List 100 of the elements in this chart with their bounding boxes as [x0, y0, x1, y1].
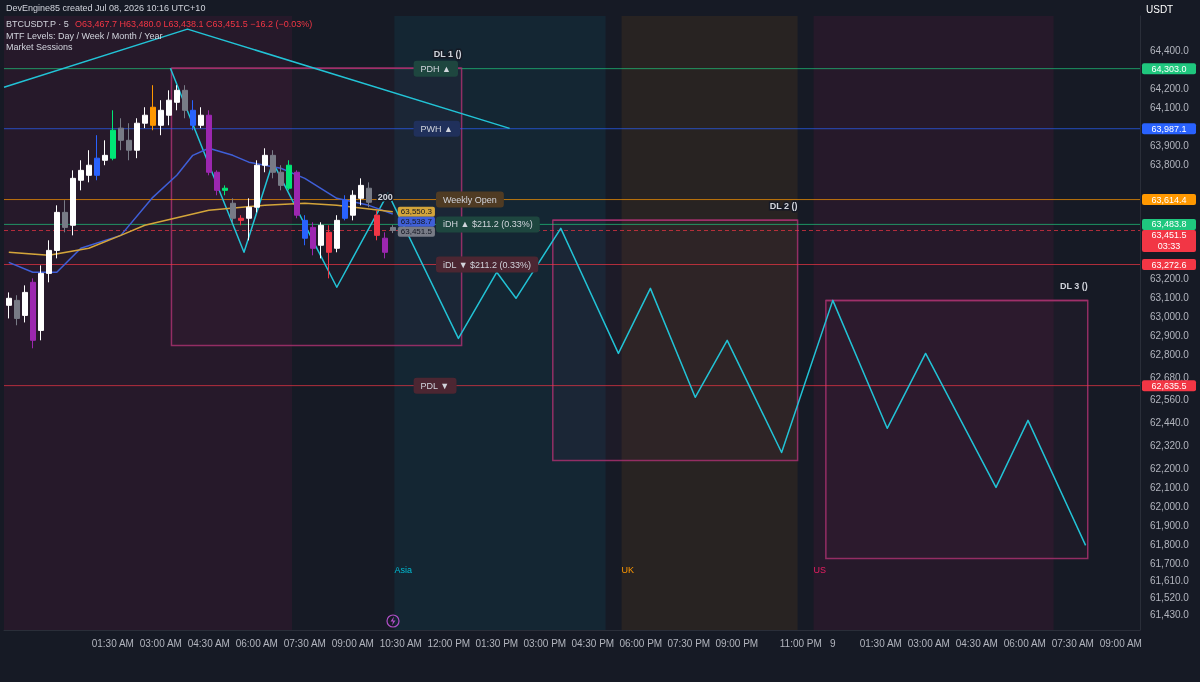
y-tick-label: 62,800.0 [1150, 348, 1190, 360]
candlestick [350, 189, 356, 221]
annotation: Market Sessions [6, 41, 74, 52]
x-tick-label: 04:30 AM [955, 637, 998, 649]
band-label: Asia [394, 564, 412, 575]
candlestick [270, 149, 276, 179]
x-tick-label: 01:30 PM [475, 637, 519, 649]
candlestick [278, 164, 284, 191]
ref-line-label: 63,451.5 [1151, 230, 1187, 241]
y-tick-label: 63,200.0 [1150, 272, 1190, 284]
candlestick [118, 117, 124, 151]
candlestick [174, 84, 180, 111]
candlestick [286, 159, 292, 191]
x-tick-label: 11:00 PM [779, 637, 822, 649]
annotation: MTF Levels: Day / Week / Month / Year [6, 30, 163, 41]
annotation: PDL ▼ [420, 380, 450, 391]
y-tick-label: 63,000.0 [1150, 310, 1190, 322]
y-tick-label: 62,900.0 [1150, 329, 1190, 341]
y-tick-label: 61,430.0 [1150, 609, 1190, 621]
y-tick-label: 62,440.0 [1150, 417, 1190, 429]
candlestick [22, 284, 28, 323]
candlestick [54, 204, 60, 259]
y-tick-label: 61,800.0 [1150, 538, 1190, 550]
candlestick [78, 159, 84, 191]
candlestick [390, 224, 396, 234]
y-tick-label: 62,320.0 [1150, 440, 1190, 452]
candlestick [342, 194, 348, 221]
ref-line-label: 64,303.0 [1151, 63, 1187, 74]
data-label: 63,550.3 [400, 207, 433, 217]
line-series [169, 67, 1087, 547]
y-tick-label: 64,100.0 [1150, 101, 1190, 113]
candlestick [246, 197, 252, 241]
y-tick-label: 61,520.0 [1150, 592, 1190, 604]
y-tick-label: 62,680.0 [1150, 371, 1190, 383]
x-tick-label: 09:00 AM [1099, 637, 1142, 649]
x-tick-label: 01:30 AM [91, 637, 134, 649]
y-tick-label: 62,560.0 [1150, 394, 1190, 406]
candlestick [150, 84, 156, 131]
series-label: DL 2 () [769, 200, 798, 211]
y-tick-label: 62,100.0 [1150, 481, 1190, 493]
candlestick [318, 221, 324, 259]
y-tick-label: 63,100.0 [1150, 291, 1190, 303]
y-axis-title: USDT [1146, 3, 1174, 15]
x-tick-label: 06:00 AM [1003, 637, 1046, 649]
candlestick [334, 214, 340, 253]
candlestick [38, 264, 44, 341]
candlestick [374, 209, 380, 241]
x-tick-label: 03:00 PM [523, 637, 567, 649]
candlestick [214, 169, 220, 196]
candlestick [230, 197, 236, 223]
candlestick [182, 84, 188, 119]
candlestick [166, 89, 172, 126]
candlestick [70, 169, 76, 236]
ref-line-label: 63,987.1 [1151, 123, 1187, 134]
candlestick [6, 291, 12, 319]
candlestick [46, 239, 52, 283]
candlestick [382, 231, 388, 259]
x-tick-label: 06:00 PM [619, 637, 663, 649]
line-series [8, 147, 394, 273]
x-tick-label: 07:30 AM [1051, 637, 1094, 649]
candlestick [142, 106, 148, 129]
annotation: iDL ▼ $211.2 (0.33%) [443, 259, 531, 270]
x-tick-label: 04:30 AM [187, 637, 230, 649]
candlestick [222, 184, 228, 196]
y-tick-label: 61,700.0 [1150, 557, 1190, 569]
annotation: iDH ▲ $211.2 (0.33%) [443, 219, 533, 230]
candlestick [366, 181, 372, 208]
x-tick-label: 12:00 PM [427, 637, 471, 649]
y-tick-label: 64,200.0 [1150, 82, 1190, 94]
y-tick-label: 63,800.0 [1150, 158, 1190, 170]
series-label: DL 1 () [433, 48, 462, 59]
y-tick-label: 64,400.0 [1150, 44, 1190, 56]
annotation: PDH ▲ [420, 63, 452, 74]
y-tick-label: 61,900.0 [1150, 519, 1190, 531]
x-tick-label: 09:00 AM [331, 637, 374, 649]
x-tick-label: 03:00 AM [907, 637, 950, 649]
ref-line-label: 63,272.6 [1151, 259, 1187, 270]
candlestick [110, 109, 116, 161]
candlestick [206, 109, 212, 176]
candlestick [158, 99, 164, 136]
y-tick-label: 62,200.0 [1150, 462, 1190, 474]
chart-title: BTCUSDT.P · 5 [6, 18, 69, 29]
x-tick-label: 07:30 AM [283, 637, 326, 649]
candlestick [254, 159, 260, 213]
chart-subtitle: O63,467.7 H63,480.0 L63,438.1 C63,451.5 −16.2 (−0.03%) [75, 18, 313, 29]
candlestick [102, 139, 108, 166]
x-tick-label: 06:00 AM [235, 637, 278, 649]
candlestick [302, 214, 308, 246]
candlestick [94, 134, 100, 181]
candlestick [14, 294, 20, 326]
candlestick [238, 214, 244, 226]
candlestick [198, 106, 204, 129]
candlestick [262, 147, 268, 173]
ref-line-label: 62,635.5 [1151, 380, 1187, 391]
text: DevEngine85 created Jul 08, 2026 10:16 UTC+10 [6, 2, 206, 13]
y-tick-label: 61,610.0 [1150, 575, 1190, 587]
series-label: DL 3 () [1059, 280, 1088, 291]
y-tick-label: 63,900.0 [1150, 139, 1190, 151]
annotation: Weekly Open [443, 194, 497, 205]
candlestick [294, 169, 300, 219]
